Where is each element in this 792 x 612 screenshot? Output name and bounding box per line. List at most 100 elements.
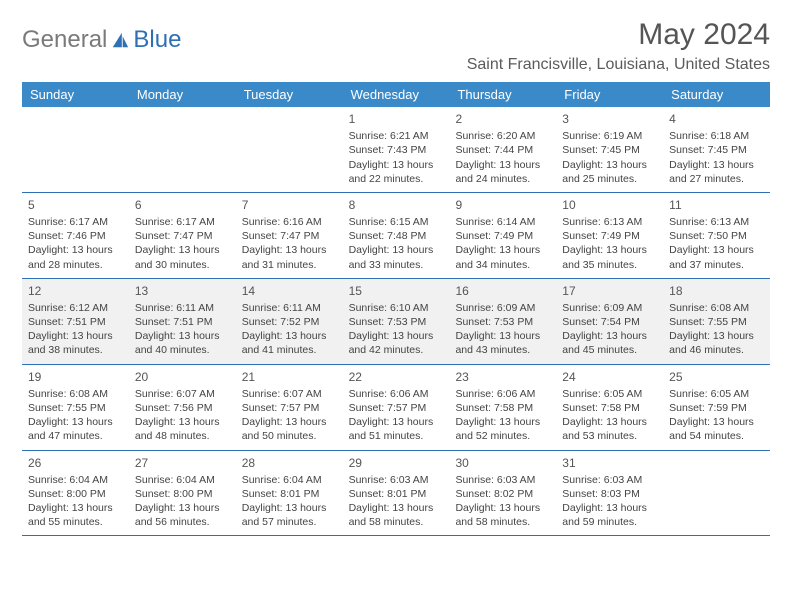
calendar-cell <box>663 451 770 536</box>
sunrise-text: Sunrise: 6:03 AM <box>562 473 657 487</box>
weekday-header: Tuesday <box>236 82 343 107</box>
sunset-text: Sunset: 7:59 PM <box>669 401 764 415</box>
calendar-cell: 25Sunrise: 6:05 AMSunset: 7:59 PMDayligh… <box>663 365 770 450</box>
weekday-header: Sunday <box>22 82 129 107</box>
sunrise-text: Sunrise: 6:04 AM <box>28 473 123 487</box>
sunset-text: Sunset: 7:55 PM <box>28 401 123 415</box>
daylight-text: Daylight: 13 hours and 40 minutes. <box>135 329 230 357</box>
sunrise-text: Sunrise: 6:04 AM <box>135 473 230 487</box>
calendar-cell: 3Sunrise: 6:19 AMSunset: 7:45 PMDaylight… <box>556 107 663 192</box>
calendar: SundayMondayTuesdayWednesdayThursdayFrid… <box>22 82 770 536</box>
title-block: May 2024 Saint Francisville, Louisiana, … <box>467 18 770 74</box>
daylight-text: Daylight: 13 hours and 25 minutes. <box>562 158 657 186</box>
day-number: 11 <box>669 197 764 213</box>
daylight-text: Daylight: 13 hours and 58 minutes. <box>349 501 444 529</box>
day-number: 19 <box>28 369 123 385</box>
sunrise-text: Sunrise: 6:20 AM <box>455 129 550 143</box>
sunset-text: Sunset: 7:49 PM <box>455 229 550 243</box>
day-number: 3 <box>562 111 657 127</box>
sunrise-text: Sunrise: 6:03 AM <box>455 473 550 487</box>
daylight-text: Daylight: 13 hours and 37 minutes. <box>669 243 764 271</box>
calendar-cell: 1Sunrise: 6:21 AMSunset: 7:43 PMDaylight… <box>343 107 450 192</box>
calendar-cell: 8Sunrise: 6:15 AMSunset: 7:48 PMDaylight… <box>343 193 450 278</box>
sunset-text: Sunset: 7:53 PM <box>349 315 444 329</box>
daylight-text: Daylight: 13 hours and 56 minutes. <box>135 501 230 529</box>
weekday-header: Thursday <box>449 82 556 107</box>
calendar-cell: 6Sunrise: 6:17 AMSunset: 7:47 PMDaylight… <box>129 193 236 278</box>
daylight-text: Daylight: 13 hours and 43 minutes. <box>455 329 550 357</box>
day-number: 26 <box>28 455 123 471</box>
day-number: 6 <box>135 197 230 213</box>
month-title: May 2024 <box>467 18 770 52</box>
calendar-cell: 29Sunrise: 6:03 AMSunset: 8:01 PMDayligh… <box>343 451 450 536</box>
calendar-cell: 13Sunrise: 6:11 AMSunset: 7:51 PMDayligh… <box>129 279 236 364</box>
daylight-text: Daylight: 13 hours and 41 minutes. <box>242 329 337 357</box>
daylight-text: Daylight: 13 hours and 27 minutes. <box>669 158 764 186</box>
daylight-text: Daylight: 13 hours and 24 minutes. <box>455 158 550 186</box>
daylight-text: Daylight: 13 hours and 57 minutes. <box>242 501 337 529</box>
calendar-cell <box>236 107 343 192</box>
daylight-text: Daylight: 13 hours and 31 minutes. <box>242 243 337 271</box>
weekday-header: Wednesday <box>343 82 450 107</box>
day-number: 16 <box>455 283 550 299</box>
daylight-text: Daylight: 13 hours and 28 minutes. <box>28 243 123 271</box>
day-number: 8 <box>349 197 444 213</box>
day-number: 25 <box>669 369 764 385</box>
day-number: 31 <box>562 455 657 471</box>
brand-part2: Blue <box>133 26 181 54</box>
daylight-text: Daylight: 13 hours and 50 minutes. <box>242 415 337 443</box>
location-text: Saint Francisville, Louisiana, United St… <box>467 56 770 74</box>
sunset-text: Sunset: 8:00 PM <box>135 487 230 501</box>
day-number: 22 <box>349 369 444 385</box>
sunset-text: Sunset: 7:53 PM <box>455 315 550 329</box>
calendar-cell: 24Sunrise: 6:05 AMSunset: 7:58 PMDayligh… <box>556 365 663 450</box>
sunrise-text: Sunrise: 6:19 AM <box>562 129 657 143</box>
daylight-text: Daylight: 13 hours and 45 minutes. <box>562 329 657 357</box>
sunset-text: Sunset: 8:02 PM <box>455 487 550 501</box>
day-number: 24 <box>562 369 657 385</box>
calendar-cell: 26Sunrise: 6:04 AMSunset: 8:00 PMDayligh… <box>22 451 129 536</box>
day-number: 9 <box>455 197 550 213</box>
day-number: 1 <box>349 111 444 127</box>
daylight-text: Daylight: 13 hours and 33 minutes. <box>349 243 444 271</box>
sunrise-text: Sunrise: 6:09 AM <box>455 301 550 315</box>
sunset-text: Sunset: 7:49 PM <box>562 229 657 243</box>
day-number: 29 <box>349 455 444 471</box>
daylight-text: Daylight: 13 hours and 30 minutes. <box>135 243 230 271</box>
weekday-header: Saturday <box>663 82 770 107</box>
day-number: 15 <box>349 283 444 299</box>
daylight-text: Daylight: 13 hours and 42 minutes. <box>349 329 444 357</box>
sunset-text: Sunset: 7:56 PM <box>135 401 230 415</box>
sunset-text: Sunset: 7:58 PM <box>562 401 657 415</box>
daylight-text: Daylight: 13 hours and 52 minutes. <box>455 415 550 443</box>
day-number: 13 <box>135 283 230 299</box>
sunset-text: Sunset: 7:51 PM <box>135 315 230 329</box>
sunset-text: Sunset: 7:50 PM <box>669 229 764 243</box>
sunset-text: Sunset: 7:52 PM <box>242 315 337 329</box>
daylight-text: Daylight: 13 hours and 38 minutes. <box>28 329 123 357</box>
sunrise-text: Sunrise: 6:11 AM <box>242 301 337 315</box>
daylight-text: Daylight: 13 hours and 59 minutes. <box>562 501 657 529</box>
day-number: 4 <box>669 111 764 127</box>
day-number: 27 <box>135 455 230 471</box>
daylight-text: Daylight: 13 hours and 54 minutes. <box>669 415 764 443</box>
day-number: 23 <box>455 369 550 385</box>
sunset-text: Sunset: 8:00 PM <box>28 487 123 501</box>
day-number: 21 <box>242 369 337 385</box>
sunrise-text: Sunrise: 6:03 AM <box>349 473 444 487</box>
sunrise-text: Sunrise: 6:15 AM <box>349 215 444 229</box>
day-number: 5 <box>28 197 123 213</box>
daylight-text: Daylight: 13 hours and 34 minutes. <box>455 243 550 271</box>
sunset-text: Sunset: 7:44 PM <box>455 143 550 157</box>
sunrise-text: Sunrise: 6:07 AM <box>242 387 337 401</box>
calendar-cell: 10Sunrise: 6:13 AMSunset: 7:49 PMDayligh… <box>556 193 663 278</box>
brand-logo: General Blue <box>22 26 181 54</box>
sunset-text: Sunset: 7:58 PM <box>455 401 550 415</box>
day-number: 12 <box>28 283 123 299</box>
calendar-cell <box>129 107 236 192</box>
calendar-cell: 7Sunrise: 6:16 AMSunset: 7:47 PMDaylight… <box>236 193 343 278</box>
sunrise-text: Sunrise: 6:18 AM <box>669 129 764 143</box>
calendar-cell: 12Sunrise: 6:12 AMSunset: 7:51 PMDayligh… <box>22 279 129 364</box>
calendar-cell: 30Sunrise: 6:03 AMSunset: 8:02 PMDayligh… <box>449 451 556 536</box>
sunrise-text: Sunrise: 6:10 AM <box>349 301 444 315</box>
